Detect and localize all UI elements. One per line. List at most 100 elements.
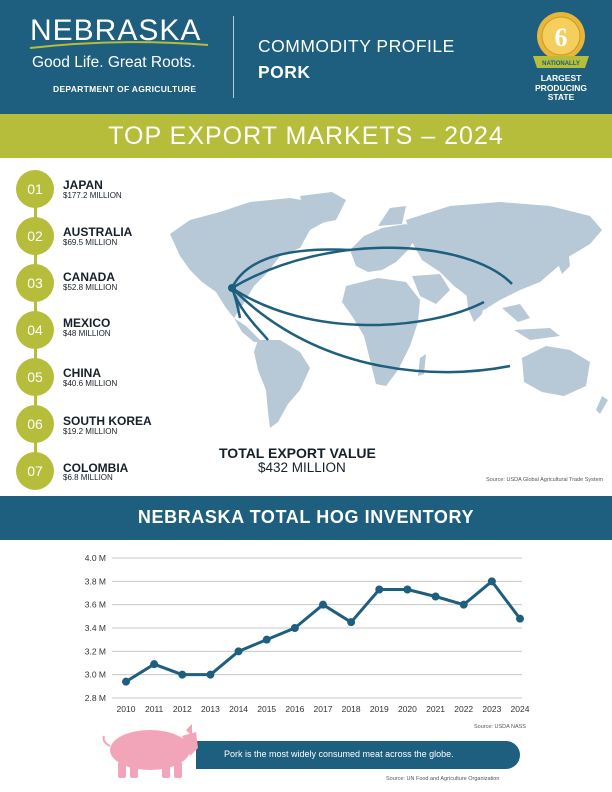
y-tick-label: 3.0 M: [85, 670, 106, 680]
x-tick-label: 2023: [482, 704, 501, 714]
inventory-title-bar: NEBRASKA TOTAL HOG INVENTORY: [0, 496, 612, 540]
medal-icon: 6 NATIONALLY: [533, 12, 589, 68]
rank-value: $19.2 MILLION: [63, 427, 118, 436]
route-canada: [230, 248, 351, 289]
rank-number: 03: [16, 264, 54, 302]
nebraska-origin-marker: [228, 284, 236, 292]
inventory-source: Source: USDA NASS: [474, 724, 526, 730]
x-tick-label: 2024: [511, 704, 530, 714]
world-map: [170, 192, 608, 428]
rank-number: 07: [16, 452, 54, 490]
rank-item: 02 AUSTRALIA $69.5 MILLION: [16, 217, 226, 259]
rank-item: 07 COLOMBIA $6.8 MILLION: [16, 452, 226, 494]
x-tick-label: 2014: [229, 704, 248, 714]
x-tick-label: 2011: [145, 704, 164, 714]
total-export-label: TOTAL EXPORT VALUE: [219, 445, 376, 461]
data-point: [206, 670, 215, 679]
pig-icon: [102, 724, 198, 778]
rank-item: 04 MEXICO $48 MILLION: [16, 311, 226, 353]
export-source: Source: USDA Global Agricultural Trade S…: [486, 477, 604, 483]
national-rank-badge: 6 NATIONALLY LARGEST PRODUCING STATE: [521, 10, 601, 110]
data-point: [290, 624, 299, 632]
rank-value: $6.8 MILLION: [63, 473, 113, 482]
badge-caption: LARGEST PRODUCING STATE: [521, 73, 601, 103]
data-point: [487, 577, 496, 586]
nebraska-logo: NEBRASKA Good Life. Great Roots. DEPARTM…: [30, 14, 220, 104]
data-point: [319, 600, 327, 609]
x-tick-label: 2017: [314, 704, 333, 714]
rank-country: CHINA: [63, 366, 101, 380]
header-band: NEBRASKA Good Life. Great Roots. DEPARTM…: [0, 0, 612, 114]
markets-title-bar: TOP EXPORT MARKETS – 2024: [0, 114, 612, 158]
x-tick-label: 2013: [201, 704, 220, 714]
rank-item: 05 CHINA $40.6 MILLION: [16, 358, 226, 400]
route-japan: [231, 246, 513, 290]
x-tick-label: 2022: [454, 704, 473, 714]
badge-caption-line: STATE: [547, 92, 575, 102]
y-tick-label: 3.2 M: [85, 646, 106, 656]
rank-number: 04: [16, 311, 54, 349]
fact-source: Source: UN Food and Agriculture Organiza…: [386, 776, 500, 782]
data-point: [234, 647, 243, 656]
rank-value: $52.8 MILLION: [63, 283, 118, 292]
x-tick-label: 2012: [173, 704, 192, 714]
badge-ribbon: NATIONALLY: [542, 61, 580, 67]
rank-value: $69.5 MILLION: [63, 238, 118, 247]
logo-tagline: Good Life. Great Roots.: [32, 54, 196, 71]
trade-routes: [230, 246, 513, 374]
fact-banner-text: Pork is the most widely consumed meat ac…: [224, 749, 454, 759]
fact-banner: Pork is the most widely consumed meat ac…: [196, 741, 520, 769]
data-point: [403, 585, 412, 594]
data-point: [262, 635, 271, 644]
header-divider: [233, 16, 234, 98]
badge-rank: 6: [555, 23, 568, 52]
y-tick-label: 2.8 M: [85, 693, 106, 703]
profile-value: PORK: [258, 62, 311, 82]
rank-country: COLOMBIA: [63, 461, 129, 475]
data-point: [431, 592, 440, 601]
map-land: [170, 192, 608, 428]
x-tick-label: 2020: [398, 704, 417, 714]
y-tick-label: 3.8 M: [85, 576, 106, 586]
rank-value: $177.2 MILLION: [63, 191, 122, 200]
rank-country: MEXICO: [63, 316, 111, 330]
x-tick-label: 2015: [257, 704, 276, 714]
data-point: [347, 618, 356, 627]
x-tick-label: 2010: [117, 704, 136, 714]
rank-item: 06 SOUTH KOREA $19.2 MILLION: [16, 405, 226, 447]
badge-caption-line: PRODUCING: [535, 82, 587, 93]
rank-country: AUSTRALIA: [63, 225, 133, 239]
x-tick-label: 2019: [370, 704, 389, 714]
y-tick-label: 3.6 M: [85, 600, 106, 610]
rank-country: JAPAN: [63, 178, 103, 192]
route-australia: [231, 287, 511, 374]
x-tick-label: 2016: [285, 704, 304, 714]
data-point: [516, 614, 524, 623]
logo-swoosh-icon: [30, 41, 209, 49]
rank-number: 01: [16, 170, 54, 208]
y-tick-label: 4.0 M: [85, 553, 106, 563]
rank-number: 02: [16, 217, 54, 255]
series-line: [125, 579, 522, 683]
rank-country: SOUTH KOREA: [63, 414, 152, 428]
data-point: [122, 677, 130, 686]
badge-caption-line: LARGEST: [540, 73, 582, 83]
total-export-value: $432 MILLION: [258, 460, 346, 475]
data-point: [375, 585, 384, 594]
y-tick-label: 3.4 M: [85, 623, 106, 633]
rank-item: 01 JAPAN $177.2 MILLION: [16, 170, 226, 212]
profile-label: COMMODITY PROFILE: [258, 36, 455, 56]
route-china: [231, 286, 485, 327]
hog-inventory-chart: 2.8 M 3.0 M 3.2 M 3.4 M 3.6 M 3.8 M 4.0 M 2010 2…: [85, 553, 530, 714]
rank-value: $40.6 MILLION: [63, 379, 118, 388]
data-point: [150, 660, 159, 669]
logo-department: DEPARTMENT OF AGRICULTURE: [53, 84, 197, 94]
x-tick-label: 2018: [342, 704, 361, 714]
markets-title: TOP EXPORT MARKETS – 2024: [108, 122, 504, 150]
data-point: [178, 670, 187, 679]
inventory-title: NEBRASKA TOTAL HOG INVENTORY: [137, 507, 475, 527]
data-point: [459, 600, 468, 609]
rank-country: CANADA: [63, 270, 115, 284]
rank-number: 06: [16, 405, 54, 443]
rank-number: 05: [16, 358, 54, 396]
